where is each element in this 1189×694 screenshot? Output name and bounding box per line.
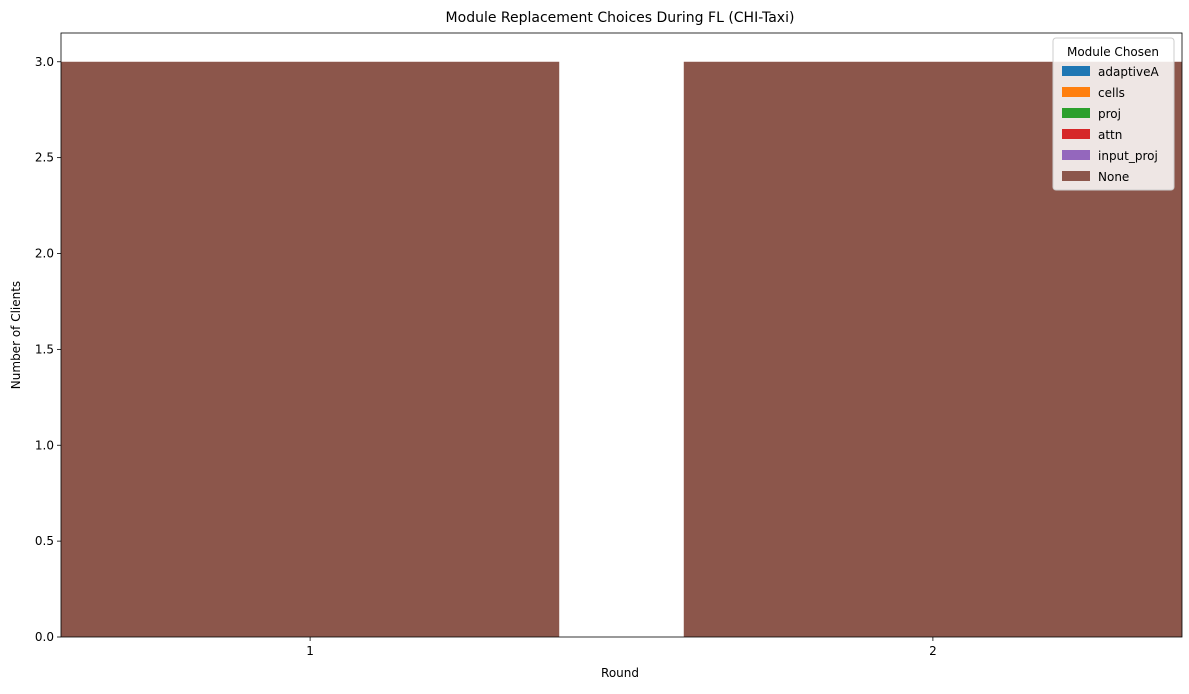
legend-items: adaptiveA cells proj attn input_proj None bbox=[1062, 65, 1159, 184]
legend-swatch-input-proj bbox=[1062, 150, 1090, 160]
x-tick-label: 1 bbox=[306, 644, 314, 658]
legend-swatch-attn bbox=[1062, 129, 1090, 139]
legend-swatch-cells bbox=[1062, 87, 1090, 97]
legend-swatch-none bbox=[1062, 171, 1090, 181]
legend-label-proj: proj bbox=[1098, 107, 1121, 121]
x-axis-label: Round bbox=[601, 666, 639, 680]
legend-label-attn: attn bbox=[1098, 128, 1122, 142]
y-tick-label: 2.5 bbox=[35, 151, 54, 165]
y-tick-label: 3.0 bbox=[35, 55, 54, 69]
y-tick-label: 2.0 bbox=[35, 247, 54, 261]
legend: Module Chosen adaptiveA cells proj attn inpu… bbox=[1052, 37, 1175, 191]
y-tick-label: 0.0 bbox=[35, 630, 54, 644]
legend-title: Module Chosen bbox=[1067, 45, 1159, 59]
legend-label-cells: cells bbox=[1098, 86, 1125, 100]
y-tick-label: 0.5 bbox=[35, 534, 54, 548]
legend-label-input-proj: input_proj bbox=[1098, 149, 1158, 163]
legend-swatch-proj bbox=[1062, 108, 1090, 118]
x-tick-label: 2 bbox=[929, 644, 937, 658]
y-tick-label: 1.5 bbox=[35, 342, 54, 356]
legend-label-none: None bbox=[1098, 170, 1129, 184]
y-axis-ticks: 0.0 0.5 1.0 1.5 2.0 2.5 3.0 bbox=[35, 55, 61, 644]
legend-label-adaptivea: adaptiveA bbox=[1098, 65, 1159, 79]
y-axis-label: Number of Clients bbox=[9, 281, 23, 389]
bar-none-round-1 bbox=[61, 61, 560, 638]
plot-frame bbox=[60, 32, 1183, 638]
y-tick-label: 1.0 bbox=[35, 438, 54, 452]
legend-swatch-adaptivea bbox=[1062, 66, 1090, 76]
chart-title: Module Replacement Choices During FL (CH… bbox=[446, 10, 795, 26]
axes-layer bbox=[60, 32, 1183, 638]
bars-layer bbox=[61, 61, 1182, 638]
